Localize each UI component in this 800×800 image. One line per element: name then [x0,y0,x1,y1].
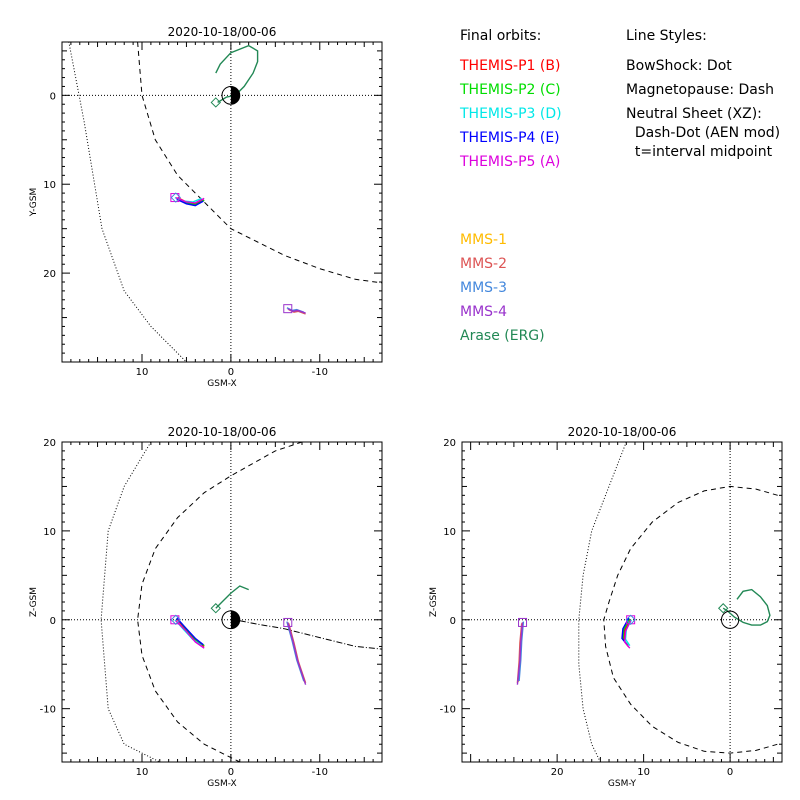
magnetopause-curve [137,442,303,762]
x-tick-label: 20 [551,767,564,778]
legend-final-orbits-title: Final orbits: [460,28,541,44]
panel-frame [461,441,783,763]
earth-icon [720,610,740,629]
legend-item-arase-erg: Arase (ERG) [460,328,545,344]
y-axis-label: Z-GSM [29,587,39,617]
orbit-mms-4 [287,308,306,314]
x-axis-label: GSM-X [207,379,236,389]
earth-icon [221,85,241,105]
y-tick-label: 0 [50,91,56,102]
legend-style-line: Neutral Sheet (XZ): [626,106,762,122]
legend-item-themis-p5-a: THEMIS-P5 (A) [459,154,560,170]
legend-style-line: t=interval midpoint [626,144,773,160]
orbit-themis-p5-a [623,620,632,649]
x-tick-label: 0 [228,767,234,778]
panel-3 [461,441,783,763]
panel-title: 2020-10-18/00-06 [168,425,277,439]
y-axis-label: Z-GSM [429,587,439,617]
orbit-themis-p4-e [176,617,204,646]
orbit-mms-4 [287,622,307,685]
y-tick-label: 20 [43,269,56,280]
y-axis-label: Y-GSM [29,188,39,217]
y-tick-label: 0 [450,616,456,627]
position-marker-diamond [717,603,729,614]
bow-shock-curve [578,442,627,762]
position-marker-square [283,617,293,627]
legend-item-themis-p4-e: THEMIS-P4 (E) [459,130,560,146]
neutral-sheet-curve [239,620,382,650]
y-tick-label: 0 [50,616,56,627]
earth-night-side-icon [230,610,240,629]
orbit-mms-3 [518,621,525,682]
panel-plot-area [62,42,382,362]
magnetopause-curve [603,485,778,754]
legend-item-themis-p2-c: THEMIS-P2 (C) [459,82,561,98]
magnetopause-curve [137,42,382,284]
orbit-themis-p5-a [175,196,205,204]
legend-style-line: Magnetopause: Dash [626,82,774,98]
position-marker-diamond [170,614,181,625]
y-tick-label: -10 [40,705,56,716]
panel-frame [61,41,383,363]
y-tick-label: 20 [43,438,56,449]
x-tick-label: -10 [312,767,328,778]
panel-plot-area [462,442,782,762]
y-tick-label: 10 [443,527,456,538]
position-marker-square [283,304,293,314]
panel-title: 2020-10-18/00-06 [568,425,677,439]
legend-style-line: Dash-Dot (AEN mod) [626,125,780,141]
x-axis-label: GSM-X [207,779,236,789]
bow-shock-curve [100,442,161,762]
bow-shock-curve [68,42,187,362]
position-marker-diamond [625,614,636,625]
earth-night-side-icon [230,86,240,105]
legend-item-themis-p1-b: THEMIS-P1 (B) [459,58,560,74]
position-marker-diamond [170,192,181,203]
panel-plot-area [62,442,382,762]
legend-item-mms-3: MMS-3 [460,280,507,296]
position-marker-square [518,617,528,627]
y-tick-label: 20 [443,438,456,449]
x-tick-label: 0 [727,767,733,778]
panel-1 [61,41,383,363]
orbit-themis-p5-a [175,620,205,649]
x-tick-label: 10 [136,367,149,378]
legend-item-mms-4: MMS-4 [460,304,507,320]
x-tick-label: 10 [136,767,149,778]
orbit-mms-4 [516,622,524,685]
legend-line-styles-title: Line Styles: [626,28,707,44]
legend-style-line: BowShock: Dot [626,58,732,74]
legend-item-mms-1: MMS-1 [460,232,507,248]
earth-icon [221,610,241,630]
orbit-arase-erg [722,588,771,626]
x-tick-label: 10 [637,767,650,778]
panel-title: 2020-10-18/00-06 [168,25,277,39]
legend-item-themis-p3-d: THEMIS-P3 (D) [459,106,562,122]
orbit-arase-erg [215,585,249,609]
y-tick-label: 10 [43,180,56,191]
position-marker-diamond [210,97,221,108]
legend-item-mms-2: MMS-2 [460,256,507,272]
x-tick-label: -10 [312,367,328,378]
y-tick-label: 10 [43,527,56,538]
x-tick-label: 0 [228,367,234,378]
panel-2 [61,441,383,763]
x-axis-label: GSM-Y [608,779,637,789]
position-marker-diamond [210,603,221,614]
y-tick-label: -10 [440,705,456,716]
orbit-themis-p4-e [176,198,204,207]
